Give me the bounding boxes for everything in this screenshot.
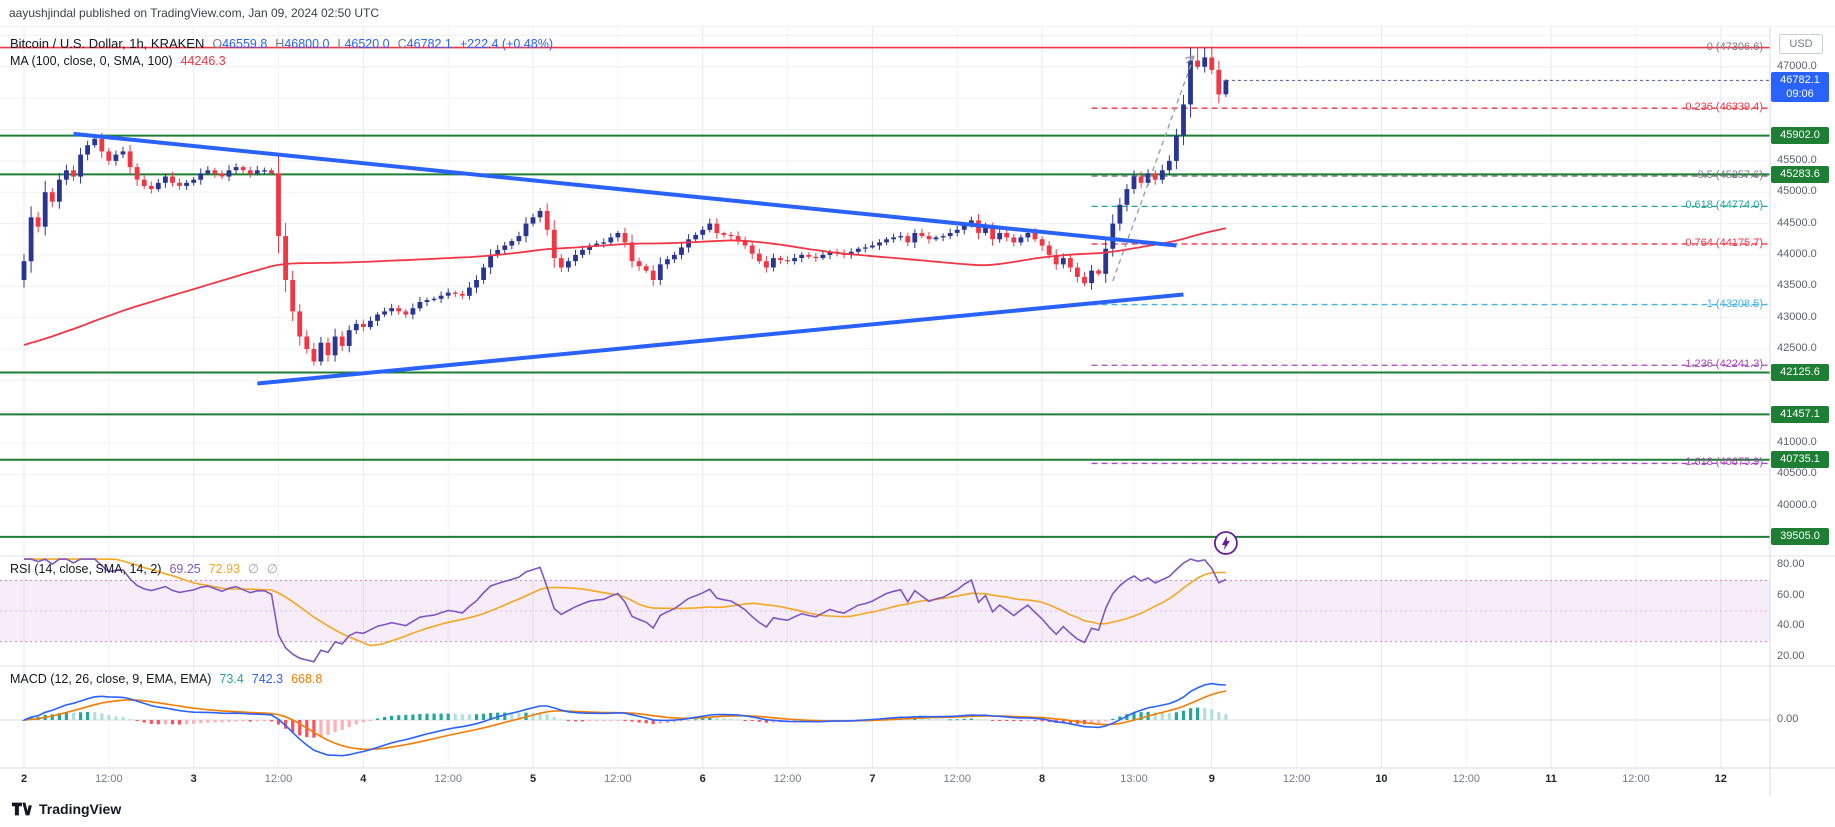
rsi-axis-label: 20.00 [1777,649,1805,662]
time-axis-label: 12:00 [264,773,293,785]
time-axis-label: 12 [1714,773,1727,785]
rsi-axis-label: 40.00 [1777,619,1805,632]
brand-text[interactable]: TradingView [39,801,122,817]
rsi-hidden-1: ∅ [248,562,259,576]
ohlc-close-label: C [397,37,407,51]
ohlc-open-label: O [212,37,223,51]
time-axis-label: 8 [1039,773,1046,785]
time-axis-label: 12:00 [1452,773,1481,785]
lightning-marker-icon[interactable] [1214,531,1238,555]
macd-legend[interactable]: MACD (12, 26, close, 9, EMA, EMA) 73.4 742… [10,672,322,686]
fib-label: 0 (47306.6) [1706,40,1763,53]
fib-label: 1.236 (42241.3) [1685,358,1763,371]
macd-title: MACD (12, 26, close, 9, EMA, EMA) [10,672,212,686]
price-axis-label: 42500.0 [1777,342,1817,355]
macd-signal-value: 668.8 [291,672,323,686]
current-price-badge: 46782.1 09:06 [1771,72,1829,103]
price-badge: 45902.0 [1771,127,1829,145]
symbol-legend[interactable]: Bitcoin / U.S. Dollar, 1h, KRAKEN O46559.… [10,36,553,51]
rsi-axis-label: 80.00 [1777,558,1805,571]
candles [21,47,1229,366]
time-axis-label: 12:00 [1622,773,1650,785]
price-badge: 42125.6 [1771,364,1829,381]
time-axis-label: 3 [190,773,197,785]
ohlc-low-value: 46520.0 [344,37,390,51]
price-axis-label: 41000.0 [1777,436,1817,449]
rsi-legend[interactable]: RSI (14, close, SMA, 14, 2) 69.25 72.93 ∅ ∅ [10,561,278,576]
price-badge: 39505.0 [1771,528,1829,546]
rsi-axis-label: 60.00 [1777,588,1805,601]
symbol-title: Bitcoin / U.S. Dollar, 1h, KRAKEN [10,36,205,51]
ma-legend[interactable]: MA (100, close, 0, SMA, 100) 44246.3 [10,54,226,68]
current-price-value: 46782.1 [1780,74,1820,87]
bottom-bar: TradingView [10,799,121,819]
time-axis-label: 10 [1375,773,1388,785]
rsi-title: RSI (14, close, SMA, 14, 2) [10,562,162,576]
ohlc-high-value: 46800.0 [284,37,330,51]
price-axis-label: 47000.0 [1777,59,1817,72]
time-axis-label: 12:00 [1282,773,1311,785]
time-axis-label: 12:00 [604,773,632,785]
price-badge: 41457.1 [1771,405,1829,423]
ma-title: MA (100, close, 0, SMA, 100) [10,54,173,68]
time-axis-label: 6 [699,773,706,785]
ohlc-high-label: H [275,37,285,51]
rsi-value: 69.25 [169,562,201,576]
time-axis-label: 12:00 [943,773,971,785]
macd-line-value: 742.3 [251,672,284,686]
fib-label: 0.618 (44774.0) [1685,199,1763,212]
attribution-bar: aayushjindal published on TradingView.co… [0,0,1835,27]
currency-label[interactable]: USD [1779,34,1823,54]
price-axis-label: 45500.0 [1777,153,1817,166]
time-axis-label: 11 [1545,773,1557,785]
tradingview-logo-icon[interactable] [10,799,32,819]
time-axis-label: 12:00 [773,773,802,785]
price-axis-label: 44000.0 [1777,247,1817,260]
macd-axis-label: 0.00 [1777,713,1799,725]
time-axis-label: 9 [1208,773,1215,785]
price-badge: 40735.1 [1771,451,1829,469]
ohlc-close-value: 46782.1 [406,37,452,51]
time-axis-label: 5 [529,773,537,785]
time-axis-label: 13:00 [1120,773,1148,785]
price-badge: 45283.6 [1771,165,1829,183]
fib-label: 1.618 (40675.9) [1685,456,1763,469]
ohlc-change: +222.4 (+0.48%) [459,37,553,51]
fib-label: 1 (43208.5) [1706,297,1763,310]
attribution-text: aayushjindal published on TradingView.co… [9,6,380,20]
rsi-hidden-2: ∅ [266,562,278,576]
ma-value: 44246.3 [180,54,226,68]
time-axis-label: 4 [360,773,367,785]
macd-hist-value: 73.4 [219,672,244,686]
price-axis-label: 43000.0 [1777,310,1817,323]
price-axis-label: 40000.0 [1777,498,1817,511]
time-axis-label: 2 [20,773,28,785]
fib-label: 0.236 (46339.4) [1685,101,1763,114]
ohlc-open-value: 46559.8 [222,37,268,51]
price-axis-label: 43500.0 [1777,279,1817,292]
fib-label: 0.5 (45257.6) [1697,169,1763,182]
time-axis-label: 12:00 [95,773,123,785]
price-axis-label: 45000.0 [1777,185,1817,198]
price-axis-label: 40500.0 [1777,467,1817,480]
current-price-countdown: 09:06 [1786,88,1814,101]
time-axis-label: 12:00 [434,773,462,785]
fib-label: 0.764 (44175.7) [1685,236,1763,249]
ohlc-low-label: L [337,37,345,51]
time-axis-label: 7 [869,773,876,785]
price-axis-label: 44500.0 [1777,216,1817,229]
rsi-ma-value: 72.93 [208,562,241,576]
